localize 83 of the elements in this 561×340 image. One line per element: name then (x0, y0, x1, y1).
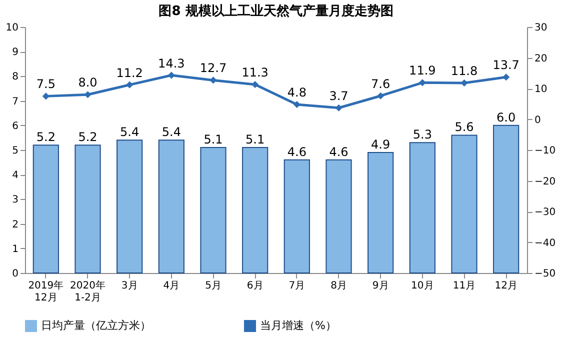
bar (368, 152, 394, 274)
x-tick-label: 3月 (121, 280, 138, 292)
point (84, 91, 92, 98)
point (460, 79, 468, 86)
data-label: 3.7 (329, 88, 348, 103)
bar (284, 159, 310, 274)
point (168, 72, 175, 79)
data-label: 11.3 (242, 66, 268, 80)
point (293, 100, 300, 108)
data-label: 5.3 (412, 128, 432, 142)
point (210, 76, 217, 84)
data-label: 5.1 (204, 132, 223, 147)
point (126, 81, 134, 88)
point (418, 79, 426, 86)
data-label: 5.6 (454, 120, 474, 134)
data-label: 5.1 (246, 132, 265, 147)
y2-tick-label: 20 (534, 53, 548, 64)
point (42, 92, 50, 100)
data-label: 5.2 (78, 130, 98, 144)
y2-tick-label: 30 (534, 22, 548, 34)
y-tick-label: 10 (6, 22, 18, 34)
y-tick-label: 8 (12, 72, 18, 83)
point (502, 74, 510, 81)
y2-tick-label: −20 (534, 176, 556, 188)
y-tick-label: 4 (12, 170, 18, 182)
y-tick-label: 3 (12, 194, 18, 206)
data-label: 6.0 (496, 110, 516, 124)
y2-tick-label: 0 (534, 114, 541, 126)
data-label: 5.2 (36, 130, 56, 144)
data-label: 5.4 (162, 125, 181, 140)
point (252, 80, 259, 88)
x-tick-label: 12月 (494, 280, 518, 292)
y2-tick-label: 10 (534, 84, 548, 95)
y-tick-label: 0 (12, 268, 18, 280)
data-label: 11.8 (450, 64, 478, 78)
y-tick-label: 1 (12, 244, 18, 255)
y-tick-label: 7 (12, 96, 18, 108)
data-label: 13.7 (492, 58, 520, 72)
x-tick-label: 5月 (205, 280, 222, 292)
x-tick-label: 7月 (288, 280, 306, 292)
bar (326, 159, 352, 274)
legend-label: 日均产量（亿立方米） (41, 319, 151, 332)
y-tick-label: 2 (12, 219, 18, 230)
data-label: 4.6 (329, 144, 348, 159)
y2-tick-label: −10 (534, 146, 556, 156)
chart-title: 图8 规模以上工业天然气产量月度走势图 (158, 3, 394, 19)
y2-tick-label: −40 (534, 238, 556, 249)
point (335, 104, 342, 112)
y2-tick-label: −30 (534, 207, 556, 218)
data-label: 8.0 (78, 76, 98, 90)
bar (409, 142, 436, 274)
y-tick-label: 5 (12, 146, 18, 156)
data-label: 4.9 (371, 137, 390, 152)
bar (32, 144, 59, 274)
data-label: 11.9 (409, 64, 436, 78)
y-tick-label: 9 (12, 47, 18, 58)
legend-label: 当月增速（%） (260, 319, 336, 332)
bar (242, 147, 268, 274)
data-label: 4.6 (287, 144, 306, 159)
bar (74, 144, 101, 274)
data-label: 5.4 (120, 125, 140, 140)
data-label: 4.8 (287, 85, 306, 100)
x-tick-label: 11月 (452, 280, 476, 292)
x-tick-label: 9月 (372, 280, 389, 292)
data-label: 7.5 (36, 77, 56, 92)
point (377, 92, 384, 100)
x-tick-label: 2020年 1-2月 (70, 280, 106, 304)
y-tick-label: 6 (12, 120, 18, 132)
x-tick-label: 4月 (163, 280, 180, 292)
x-tick-label: 6月 (246, 280, 264, 292)
x-tick-label: 10月 (411, 280, 434, 292)
bar (451, 134, 478, 274)
data-label: 7.6 (371, 76, 390, 91)
data-label: 12.7 (200, 61, 227, 76)
data-label: 14.3 (158, 56, 185, 70)
bar (158, 140, 184, 274)
x-tick-label: 2019年 12月 (28, 280, 64, 304)
data-label: 11.2 (116, 66, 143, 80)
y2-tick-label: −50 (534, 268, 556, 280)
bar (493, 124, 520, 274)
x-tick-label: 8月 (330, 280, 347, 292)
bar (116, 140, 143, 274)
bar (200, 147, 226, 274)
